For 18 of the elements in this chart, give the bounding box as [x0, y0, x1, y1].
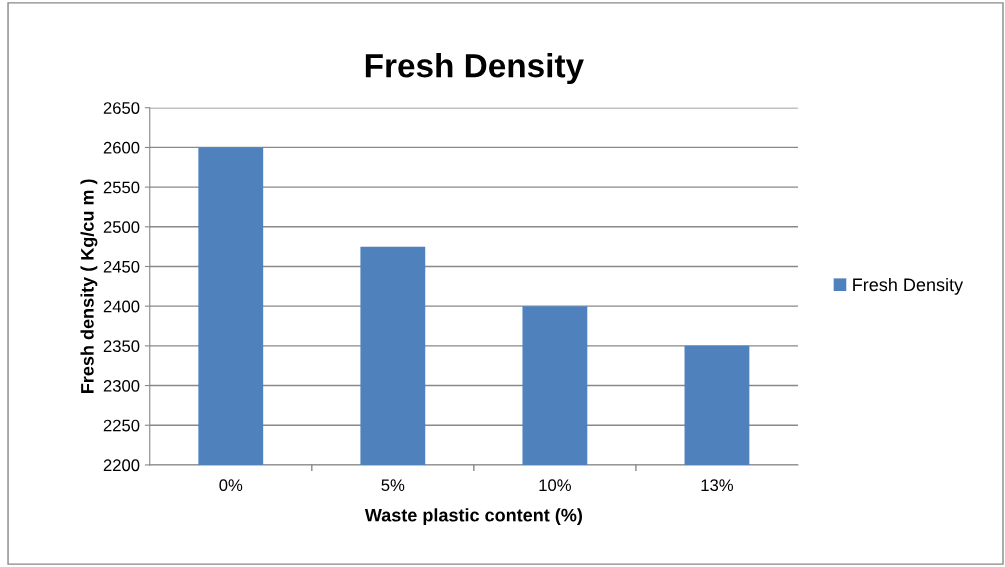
x-tick-label: 13%	[701, 479, 734, 492]
x-tick-label: 5%	[381, 479, 405, 492]
y-tick-label: 2450	[103, 260, 140, 273]
y-axis-title: Fresh density ( Kg/cu m )	[80, 179, 98, 393]
y-tick-label: 2300	[103, 379, 140, 392]
y-tick-label: 2600	[103, 141, 140, 154]
y-tick-label: 2500	[103, 221, 140, 233]
y-tick-label: 2200	[103, 459, 140, 472]
y-tick-label: 2250	[103, 419, 140, 432]
x-tick-label: 0%	[219, 479, 243, 492]
x-tick-label: 10%	[539, 479, 571, 492]
y-tick-label: 2400	[103, 300, 140, 313]
y-tick-label: 2550	[103, 181, 140, 194]
y-tick-label: 2350	[103, 340, 140, 353]
x-axis-title: Waste plastic content (%)	[364, 508, 582, 526]
y-tick-label: 2650	[103, 102, 140, 114]
chart-title: Fresh Density	[365, 53, 584, 85]
legend-label: Fresh Density	[853, 277, 964, 295]
